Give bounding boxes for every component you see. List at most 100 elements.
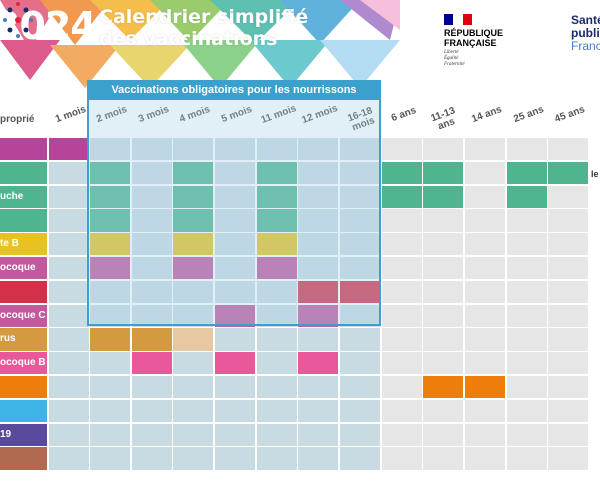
column-header-first: proprié (0, 114, 35, 125)
schedule-cell (423, 304, 463, 327)
schedule-cell (132, 304, 172, 327)
schedule-cell (548, 138, 588, 161)
row-label: ocoque C (0, 304, 47, 327)
schedule-cell (465, 376, 505, 399)
schedule-cell (340, 352, 380, 375)
schedule-cell (215, 399, 255, 423)
schedule-cell (132, 447, 172, 470)
schedule-cell (215, 257, 255, 280)
schedule-cell (90, 161, 130, 185)
schedule-cell (90, 376, 130, 399)
schedule-cell (173, 280, 213, 304)
column-header: 45 ans (553, 104, 587, 126)
schedule-cell (423, 233, 463, 256)
schedule-cell (257, 209, 297, 232)
row-label: ocoque (0, 257, 47, 280)
schedule-cell (548, 304, 588, 327)
schedule-cell (548, 185, 588, 208)
schedule-cell (298, 352, 338, 375)
schedule-cell (173, 376, 213, 399)
schedule-cell (173, 233, 213, 256)
schedule-cell (257, 376, 297, 399)
schedule-cell (507, 447, 547, 470)
schedule-cell (340, 257, 380, 280)
schedule-cell (257, 280, 297, 304)
schedule-cell (257, 304, 297, 327)
french-flag-icon (444, 14, 472, 25)
schedule-cell (382, 328, 422, 351)
schedule-cell (507, 423, 547, 446)
schedule-cell (90, 185, 130, 208)
schedule-cell (173, 304, 213, 327)
schedule-cell (465, 399, 505, 423)
schedule-cell (132, 185, 172, 208)
schedule-cell (132, 280, 172, 304)
schedule-cell (548, 328, 588, 351)
schedule-cell (465, 447, 505, 470)
row-label (0, 447, 47, 470)
schedule-cell (49, 280, 89, 304)
schedule-cell (298, 138, 338, 161)
schedule-cell (465, 280, 505, 304)
schedule-cell (340, 447, 380, 470)
schedule-cell (423, 209, 463, 232)
schedule-cell (507, 257, 547, 280)
row-label (0, 399, 47, 423)
schedule-cell (423, 161, 463, 185)
schedule-cell (507, 185, 547, 208)
schedule-cell (382, 280, 422, 304)
schedule-cell (173, 257, 213, 280)
schedule-cell (548, 423, 588, 446)
schedule-cell (423, 185, 463, 208)
schedule-cell (507, 328, 547, 351)
schedule-cell (340, 304, 380, 327)
schedule-cell (298, 185, 338, 208)
schedule-cell (49, 138, 89, 161)
schedule-cell (132, 352, 172, 375)
schedule-cell (257, 138, 297, 161)
row-label (0, 161, 47, 185)
schedule-cell (90, 304, 130, 327)
schedule-cell (132, 399, 172, 423)
schedule-cell (298, 161, 338, 185)
schedule-cell (340, 233, 380, 256)
column-header: 25 ans (512, 104, 546, 126)
column-header: 14 ans (470, 104, 504, 126)
schedule-cell (298, 304, 338, 327)
schedule-cell (340, 209, 380, 232)
schedule-cell (215, 376, 255, 399)
schedule-cell (465, 328, 505, 351)
schedule-cell (90, 328, 130, 351)
schedule-cell (548, 376, 588, 399)
schedule-cell (507, 209, 547, 232)
schedule-cell (90, 447, 130, 470)
schedule-cell (257, 328, 297, 351)
schedule-cell (49, 257, 89, 280)
schedule-cell (465, 233, 505, 256)
schedule-cell (49, 304, 89, 327)
title-line-1: Calendrier simplifié (99, 6, 309, 28)
schedule-cell (423, 280, 463, 304)
mosaic-background (0, 0, 400, 90)
schedule-cell (548, 257, 588, 280)
schedule-cell (257, 185, 297, 208)
schedule-cell (382, 352, 422, 375)
schedule-cell (382, 161, 422, 185)
column-header: 1 mois (54, 103, 88, 126)
schedule-cell (215, 447, 255, 470)
schedule-cell (423, 399, 463, 423)
schedule-cell (257, 257, 297, 280)
schedule-cell (215, 304, 255, 327)
schedule-cell (340, 280, 380, 304)
schedule-cell (382, 423, 422, 446)
schedule-cell (215, 328, 255, 351)
schedule-cell (257, 447, 297, 470)
row-label: uche (0, 185, 47, 208)
schedule-cell (90, 399, 130, 423)
schedule-cell (340, 138, 380, 161)
schedule-cell (49, 376, 89, 399)
schedule-cell (298, 233, 338, 256)
schedule-cell (340, 328, 380, 351)
sante-publique-france-icon (3, 2, 33, 38)
schedule-cell (340, 185, 380, 208)
